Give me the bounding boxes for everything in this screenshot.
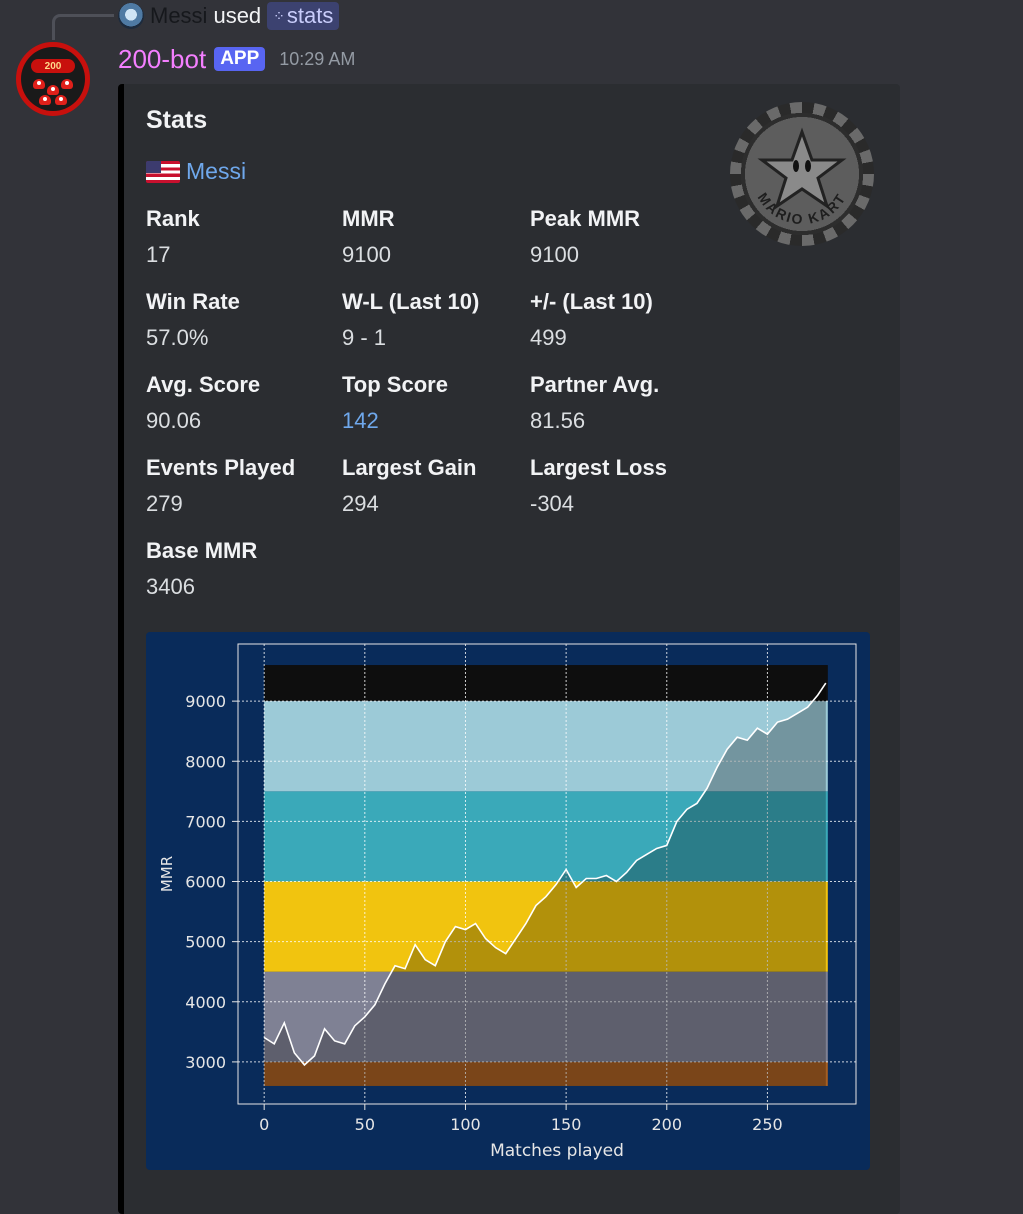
field-value: 279: [146, 491, 183, 516]
rank-band: [264, 1061, 828, 1086]
mushroom-icon: [55, 95, 67, 105]
field-value: 3406: [146, 574, 195, 599]
command-name: stats: [286, 3, 334, 28]
x-tick-label: 100: [450, 1115, 481, 1134]
reply-username[interactable]: Messi: [150, 3, 208, 28]
thumbnail-text: MARIO KART: [755, 190, 848, 228]
command-mention[interactable]: ⁘ stats: [267, 2, 340, 30]
reply-connector: [52, 14, 114, 40]
x-axis-label: Matches played: [490, 1141, 624, 1161]
field-partner-avg: Partner Avg. 81.56: [530, 372, 659, 434]
y-tick-label: 4000: [185, 993, 226, 1012]
message-timestamp[interactable]: 10:29 AM: [279, 48, 356, 69]
field-mmr: MMR 9100: [342, 206, 395, 268]
mushroom-icon: [61, 79, 73, 89]
reply-used-text: used: [213, 3, 262, 28]
rank-band: [264, 701, 828, 792]
field-value: 9100: [530, 242, 579, 267]
us-flag-icon: [146, 160, 180, 183]
x-tick-label: 200: [652, 1115, 683, 1134]
field-name: Rank: [146, 206, 200, 231]
field-name: Avg. Score: [146, 372, 261, 397]
rank-band: [264, 791, 828, 882]
y-tick-label: 6000: [185, 873, 226, 892]
mmr-line: [263, 682, 827, 1067]
plot-border: [237, 643, 857, 1105]
field-plus-minus-last-10: +/- (Last 10) 499: [530, 289, 653, 351]
field-value: 17: [146, 242, 171, 267]
mushroom-icon: [33, 79, 45, 89]
mmr-chart-image[interactable]: 0 50 100 150 200 250 3000 4000 5000 6000 7000 8000 9…: [146, 632, 870, 1170]
field-name: Top Score: [342, 372, 448, 397]
field-value: 90.06: [146, 408, 202, 433]
field-name: MMR: [342, 206, 395, 231]
field-name: Partner Avg.: [530, 372, 660, 397]
reply-user-avatar[interactable]: [118, 3, 144, 29]
stats-embed: Stats Messi MARIO KART Rank 17 MMR 9100 …: [118, 84, 900, 1214]
x-tick-label: 150: [551, 1115, 582, 1134]
field-largest-gain: Largest Gain 294: [342, 455, 476, 517]
avatar-badge-text: 200: [31, 59, 75, 73]
slash-command-icon: ⁘: [273, 7, 285, 24]
field-wl-last-10: W-L (Last 10) 9 - 1: [342, 289, 479, 351]
field-value: -304: [530, 491, 575, 516]
y-tick-label: 5000: [185, 933, 226, 952]
field-value: 499: [530, 325, 567, 350]
message-header: 200-bot APP 10:29 AM: [118, 42, 355, 76]
bot-avatar-image: 200: [21, 47, 85, 111]
embed-author[interactable]: Messi: [146, 158, 246, 185]
field-name: Peak MMR: [530, 206, 641, 231]
app-badge: APP: [214, 47, 266, 71]
x-tick-label: 250: [752, 1115, 783, 1134]
field-avg-score: Avg. Score 90.06: [146, 372, 260, 434]
y-axis-label: MMR: [158, 856, 176, 892]
rank-band: [264, 971, 828, 1062]
mmr-chart: 0 50 100 150 200 250 3000 4000 5000 6000 7000 8000 9…: [158, 643, 857, 1161]
field-value: 294: [342, 491, 379, 516]
embed-title: Stats: [146, 106, 208, 134]
field-peak-mmr: Peak MMR 9100: [530, 206, 640, 268]
field-name: W-L (Last 10): [342, 289, 480, 314]
field-name: Largest Gain: [342, 455, 477, 480]
field-name: Largest Loss: [530, 455, 667, 480]
top-score-link[interactable]: 142: [342, 408, 379, 433]
field-value: 81.56: [530, 408, 586, 433]
x-tick-label: 50: [355, 1115, 375, 1134]
mushroom-icon: [47, 85, 59, 95]
field-events-played: Events Played 279: [146, 455, 295, 517]
field-name: +/- (Last 10): [530, 289, 653, 314]
rank-band: [264, 665, 828, 702]
mmr-area: [264, 683, 826, 1086]
field-top-score: Top Score 142: [342, 372, 448, 434]
field-base-mmr: Base MMR 3406: [146, 538, 257, 600]
bot-name[interactable]: 200-bot: [118, 43, 207, 74]
y-tick-label: 7000: [185, 812, 226, 831]
field-name: Events Played: [146, 455, 296, 480]
mario-kart-star-icon: MARIO KART: [730, 102, 874, 246]
field-value: 57.0%: [146, 325, 209, 350]
field-name: Base MMR: [146, 538, 258, 563]
x-tick-label: 0: [259, 1115, 269, 1134]
bot-avatar[interactable]: 200: [16, 42, 90, 116]
field-largest-loss: Largest Loss -304: [530, 455, 667, 517]
y-tick-label: 3000: [185, 1053, 226, 1072]
field-value: 9100: [342, 242, 391, 267]
reply-header[interactable]: Messi used ⁘ stats: [118, 0, 340, 32]
field-rank: Rank 17: [146, 206, 200, 268]
field-win-rate: Win Rate 57.0%: [146, 289, 240, 351]
svg-text:MARIO KART: MARIO KART: [755, 190, 850, 228]
mushroom-icon: [39, 95, 51, 105]
thumbnail-emblem: MARIO KART: [755, 127, 850, 228]
author-name[interactable]: Messi: [186, 158, 247, 184]
y-tick-label: 9000: [185, 692, 226, 711]
y-tick-label: 8000: [185, 752, 226, 771]
field-name: Win Rate: [146, 289, 240, 314]
field-value: 9 - 1: [342, 325, 387, 350]
